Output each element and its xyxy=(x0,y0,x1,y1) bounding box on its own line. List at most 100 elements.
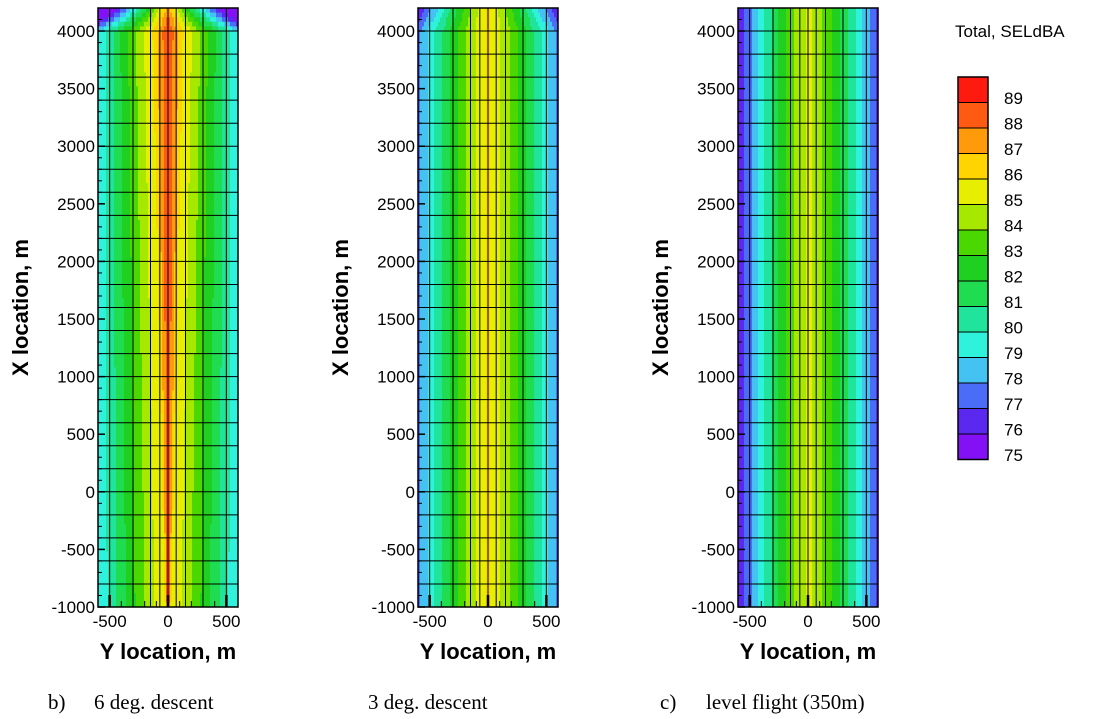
contour-cell xyxy=(140,17,142,22)
contour-cell xyxy=(190,289,192,294)
contour-cell xyxy=(192,266,194,271)
contour-cell xyxy=(148,229,150,234)
contour-cell xyxy=(182,123,184,128)
contour-cell xyxy=(122,123,124,128)
contour-cell xyxy=(128,59,130,64)
contour-cell xyxy=(192,202,194,207)
contour-cell xyxy=(152,128,154,133)
contour-cell xyxy=(126,331,128,336)
contour-cell xyxy=(146,123,148,128)
contour-cell xyxy=(204,63,206,68)
contour-cell xyxy=(230,128,232,133)
contour-cell xyxy=(156,178,158,183)
contour-cell xyxy=(128,238,130,243)
contour-cell xyxy=(156,63,158,68)
contour-cell xyxy=(120,248,122,253)
contour-cell xyxy=(144,317,146,322)
contour-cell xyxy=(230,243,232,248)
contour-cell xyxy=(140,183,142,188)
contour-cell xyxy=(160,229,162,234)
contour-cell xyxy=(154,220,156,225)
contour-cell xyxy=(120,86,122,91)
contour-cell xyxy=(152,151,154,156)
contour-cell xyxy=(200,17,202,22)
contour-cell xyxy=(206,275,208,280)
contour-cell xyxy=(154,298,156,303)
contour-cell xyxy=(210,215,212,220)
contour-cell xyxy=(130,169,132,174)
contour-cell xyxy=(136,105,138,110)
contour-cell xyxy=(218,132,220,137)
contour-cell xyxy=(214,331,216,336)
contour-cell xyxy=(116,294,118,299)
contour-cell xyxy=(110,294,112,299)
contour-cell xyxy=(232,68,234,73)
contour-cell xyxy=(160,68,162,73)
contour-cell xyxy=(162,261,164,266)
contour-cell xyxy=(142,197,144,202)
contour-cell xyxy=(154,36,156,41)
contour-cell xyxy=(200,132,202,137)
contour-cell xyxy=(196,317,198,322)
contour-cell xyxy=(106,298,108,303)
contour-cell xyxy=(204,321,206,326)
contour-cell xyxy=(162,243,164,248)
contour-cell xyxy=(200,13,202,18)
contour-cell xyxy=(188,155,190,160)
contour-cell xyxy=(234,308,236,313)
contour-cell xyxy=(122,54,124,59)
contour-cell xyxy=(172,17,174,22)
contour-cell xyxy=(200,151,202,156)
contour-cell xyxy=(196,308,198,313)
contour-cell xyxy=(228,183,230,188)
contour-cell xyxy=(230,238,232,243)
contour-cell xyxy=(140,146,142,151)
contour-cell xyxy=(136,82,138,87)
contour-cell xyxy=(178,137,180,142)
contour-cell xyxy=(204,206,206,211)
contour-cell xyxy=(138,248,140,253)
contour-cell xyxy=(148,86,150,91)
contour-cell xyxy=(218,86,220,91)
contour-cell xyxy=(204,178,206,183)
contour-cell xyxy=(188,59,190,64)
contour-cell xyxy=(198,155,200,160)
contour-cell xyxy=(218,298,220,303)
contour-cell xyxy=(136,243,138,248)
contour-cell xyxy=(164,77,166,82)
contour-cell xyxy=(216,229,218,234)
contour-cell xyxy=(182,331,184,336)
contour-cell xyxy=(126,220,128,225)
contour-cell xyxy=(148,100,150,105)
contour-cell xyxy=(200,271,202,276)
contour-cell xyxy=(120,229,122,234)
contour-cell xyxy=(138,229,140,234)
contour-cell xyxy=(128,174,130,179)
contour-cell xyxy=(222,31,224,36)
contour-cell xyxy=(134,261,136,266)
contour-cell xyxy=(136,91,138,96)
contour-cell xyxy=(214,261,216,266)
contour-cell xyxy=(234,215,236,220)
contour-cell xyxy=(204,31,206,36)
contour-cell xyxy=(194,192,196,197)
contour-cell xyxy=(126,284,128,289)
contour-cell xyxy=(212,174,214,179)
contour-cell xyxy=(148,146,150,151)
contour-cell xyxy=(146,331,148,336)
contour-cell xyxy=(126,266,128,271)
contour-cell xyxy=(234,298,236,303)
contour-cell xyxy=(218,151,220,156)
contour-cell xyxy=(152,331,154,336)
contour-cell xyxy=(212,261,214,266)
contour-cell xyxy=(180,17,182,22)
contour-cell xyxy=(220,202,222,207)
contour-cell xyxy=(104,229,106,234)
contour-cell xyxy=(186,31,188,36)
contour-cell xyxy=(206,155,208,160)
contour-cell xyxy=(144,178,146,183)
contour-cell xyxy=(146,77,148,82)
contour-cell xyxy=(148,192,150,197)
contour-cell xyxy=(124,31,126,36)
contour-cell xyxy=(114,335,116,340)
